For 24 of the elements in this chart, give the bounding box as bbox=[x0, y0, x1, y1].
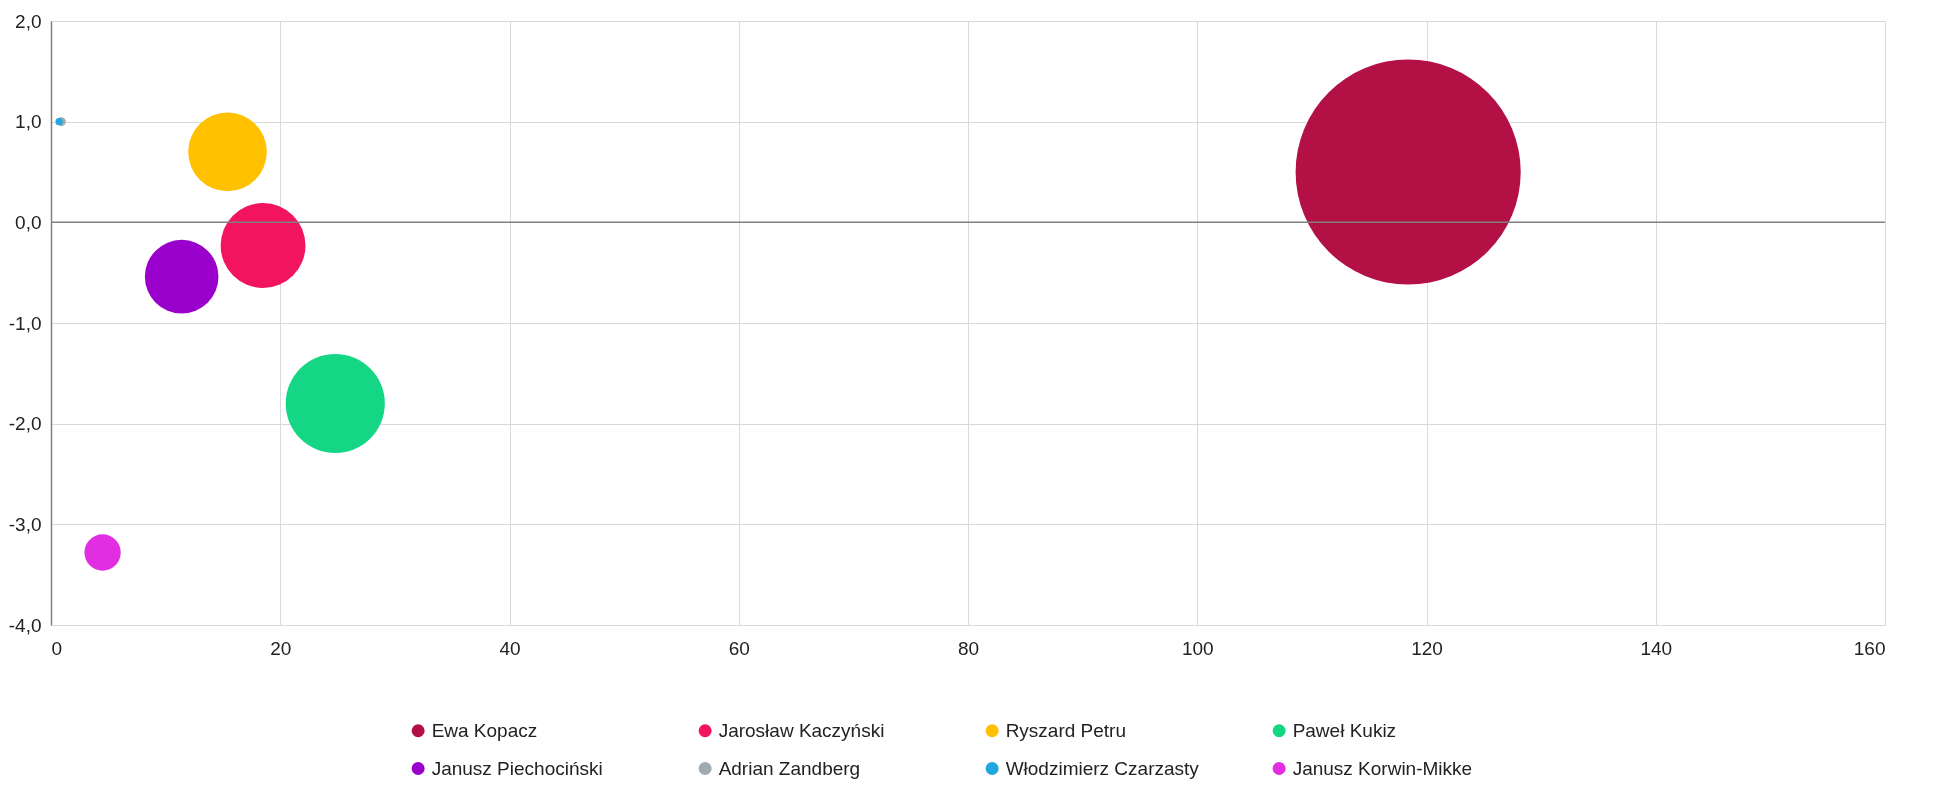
legend-label: Janusz Piechociński bbox=[431, 757, 603, 779]
legend-label: Włodzimierz Czarzasty bbox=[1005, 757, 1200, 779]
legend-label: Janusz Korwin-Mikke bbox=[1292, 757, 1473, 779]
x-tick-label: 100 bbox=[1181, 637, 1214, 659]
y-tick-label: -1,0 bbox=[8, 312, 42, 334]
x-tick-label: 140 bbox=[1640, 637, 1673, 659]
legend-label: Adrian Zandberg bbox=[718, 757, 861, 779]
x-tick-label: 60 bbox=[728, 637, 750, 659]
x-tick-label: 20 bbox=[270, 637, 292, 659]
y-tick-label: 0,0 bbox=[15, 211, 42, 233]
y-tick-label: -2,0 bbox=[8, 413, 42, 435]
legend-label: Ryszard Petru bbox=[1005, 719, 1127, 741]
legend-label: Paweł Kukiz bbox=[1292, 719, 1397, 741]
y-tick-label: 2,0 bbox=[15, 10, 42, 32]
y-tick-label: -4,0 bbox=[8, 614, 42, 636]
y-tick-label: 1,0 bbox=[15, 111, 42, 133]
x-tick-label: 40 bbox=[499, 637, 521, 659]
x-tick-label: 80 bbox=[957, 637, 980, 659]
x-tick-label: 160 bbox=[1853, 637, 1886, 659]
legend-label: Jarosław Kaczyński bbox=[718, 719, 885, 741]
x-tick-label: 120 bbox=[1411, 637, 1443, 659]
legend-label: Ewa Kopacz bbox=[431, 719, 538, 741]
y-tick-label: -3,0 bbox=[8, 513, 42, 535]
x-tick-label: 0 bbox=[51, 637, 63, 659]
